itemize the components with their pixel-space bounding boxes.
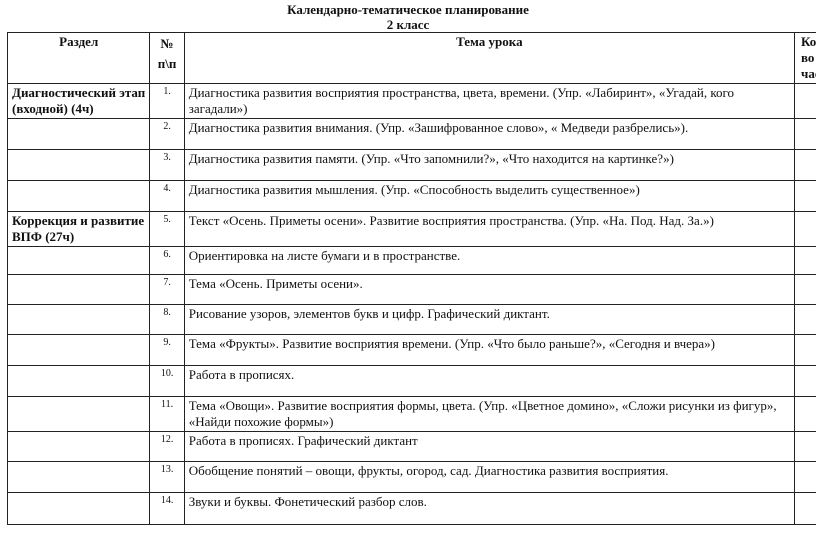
row-section [6, 461, 151, 493]
row-hours: 1 [793, 83, 816, 119]
document-title: Календарно-тематическое планирование [287, 2, 529, 17]
row-section [6, 431, 151, 462]
row-topic: Звуки и буквы. Фонетический разбор слов. [183, 492, 795, 525]
row-section [6, 149, 151, 181]
row-topic: Обобщение понятий – овощи, фрукты, огоро… [183, 461, 795, 493]
row-topic: Рисование узоров, элементов букв и цифр.… [183, 304, 795, 335]
table-row: 14. Звуки и буквы. Фонетический разбор сл… [6, 492, 816, 525]
row-hours: 1 [793, 274, 816, 305]
row-topic: Работа в прописях. [183, 365, 795, 397]
row-topic: Тема «Овощи». Развитие восприятия формы,… [183, 396, 795, 432]
table-row: 9. Тема «Фрукты». Развитие восприятия вре… [6, 334, 816, 366]
table-row: 11. Тема «Овощи». Развитие восприятия фор… [6, 396, 816, 432]
row-hours: 1 [793, 431, 816, 462]
table-row: 12. Работа в прописях. Графический диктан… [6, 431, 816, 462]
row-number: 4. [149, 180, 185, 212]
row-section [6, 274, 151, 305]
row-topic: Диагностика развития восприятия простран… [183, 83, 795, 119]
row-hours: 1 [793, 211, 816, 247]
document-subtitle: 2 класс [386, 17, 430, 32]
table-row: Диагностический этап (входной) (4ч) 1. Ди… [6, 83, 816, 119]
table-row: 13. Обобщение понятий – овощи, фрукты, ог… [6, 461, 816, 493]
row-hours: 1 [793, 180, 816, 212]
row-section [6, 304, 151, 335]
row-number: 7. [149, 274, 185, 305]
row-number: 10. [149, 365, 185, 397]
header-section: Раздел [6, 32, 151, 84]
row-number: 1. [149, 83, 185, 119]
row-topic: Диагностика развития внимания. (Упр. «За… [183, 118, 795, 150]
table-row: 4. Диагностика развития мышления. (Упр. … [6, 180, 816, 212]
row-hours: 1 [793, 149, 816, 181]
row-topic: Диагностика развития мышления. (Упр. «Сп… [183, 180, 795, 212]
row-section [6, 492, 151, 525]
header-number: № п\п [149, 32, 185, 84]
row-number: 8. [149, 304, 185, 335]
header-topic: Тема урока [183, 32, 795, 84]
row-number: 11. [149, 396, 185, 432]
row-hours: 1 [793, 334, 816, 366]
row-topic: Тема «Осень. Приметы осени». [183, 274, 795, 305]
row-number: 6. [149, 246, 185, 275]
row-hours: 1 [793, 246, 816, 275]
row-number: 14. [149, 492, 185, 525]
row-hours: 1 [793, 304, 816, 335]
row-section: Коррекция и развитие ВПФ (27ч) [6, 211, 151, 247]
row-topic: Работа в прописях. Графический диктант [183, 431, 795, 462]
row-number: 2. [149, 118, 185, 150]
header-hours: Ко во час [793, 32, 816, 84]
table-row: 7.Тема «Осень. Приметы осени».1 [6, 274, 816, 305]
row-number: 5. [149, 211, 185, 247]
row-hours: 1 [793, 492, 816, 525]
table-row: Коррекция и развитие ВПФ (27ч) 5. Текст «О… [6, 211, 816, 247]
row-number: 12. [149, 431, 185, 462]
lesson-plan-table: Раздел № п\п Тема урока Ко во час Диагно… [6, 32, 816, 525]
row-section [6, 246, 151, 275]
table-row: 10.Работа в прописях.1 [6, 365, 816, 397]
row-section [6, 396, 151, 432]
table-row: 2. Диагностика развития внимания. (Упр. … [6, 118, 816, 150]
table-row: 3. Диагностика развития памяти. (Упр. «Ч… [6, 149, 816, 181]
table-header-row: Раздел № п\п Тема урока Ко во час [6, 32, 816, 84]
row-number: 3. [149, 149, 185, 181]
row-topic: Текст «Осень. Приметы осени». Развитие в… [183, 211, 795, 247]
row-topic: Диагностика развития памяти. (Упр. «Что … [183, 149, 795, 181]
table-row: 6. Ориентировка на листе бумаги и в прост… [6, 246, 816, 275]
row-topic: Ориентировка на листе бумаги и в простра… [183, 246, 795, 275]
row-section [6, 334, 151, 366]
row-hours: 1 [793, 118, 816, 150]
table-row: 8. Рисование узоров, элементов букв и циф… [6, 304, 816, 335]
row-section [6, 180, 151, 212]
row-number: 13. [149, 461, 185, 493]
row-hours: 1 [793, 396, 816, 432]
row-section: Диагностический этап (входной) (4ч) [6, 83, 151, 119]
row-hours: 1 [793, 365, 816, 397]
row-topic: Тема «Фрукты». Развитие восприятия време… [183, 334, 795, 366]
row-number: 9. [149, 334, 185, 366]
row-hours: 1 [793, 461, 816, 493]
row-section [6, 365, 151, 397]
row-section [6, 118, 151, 150]
